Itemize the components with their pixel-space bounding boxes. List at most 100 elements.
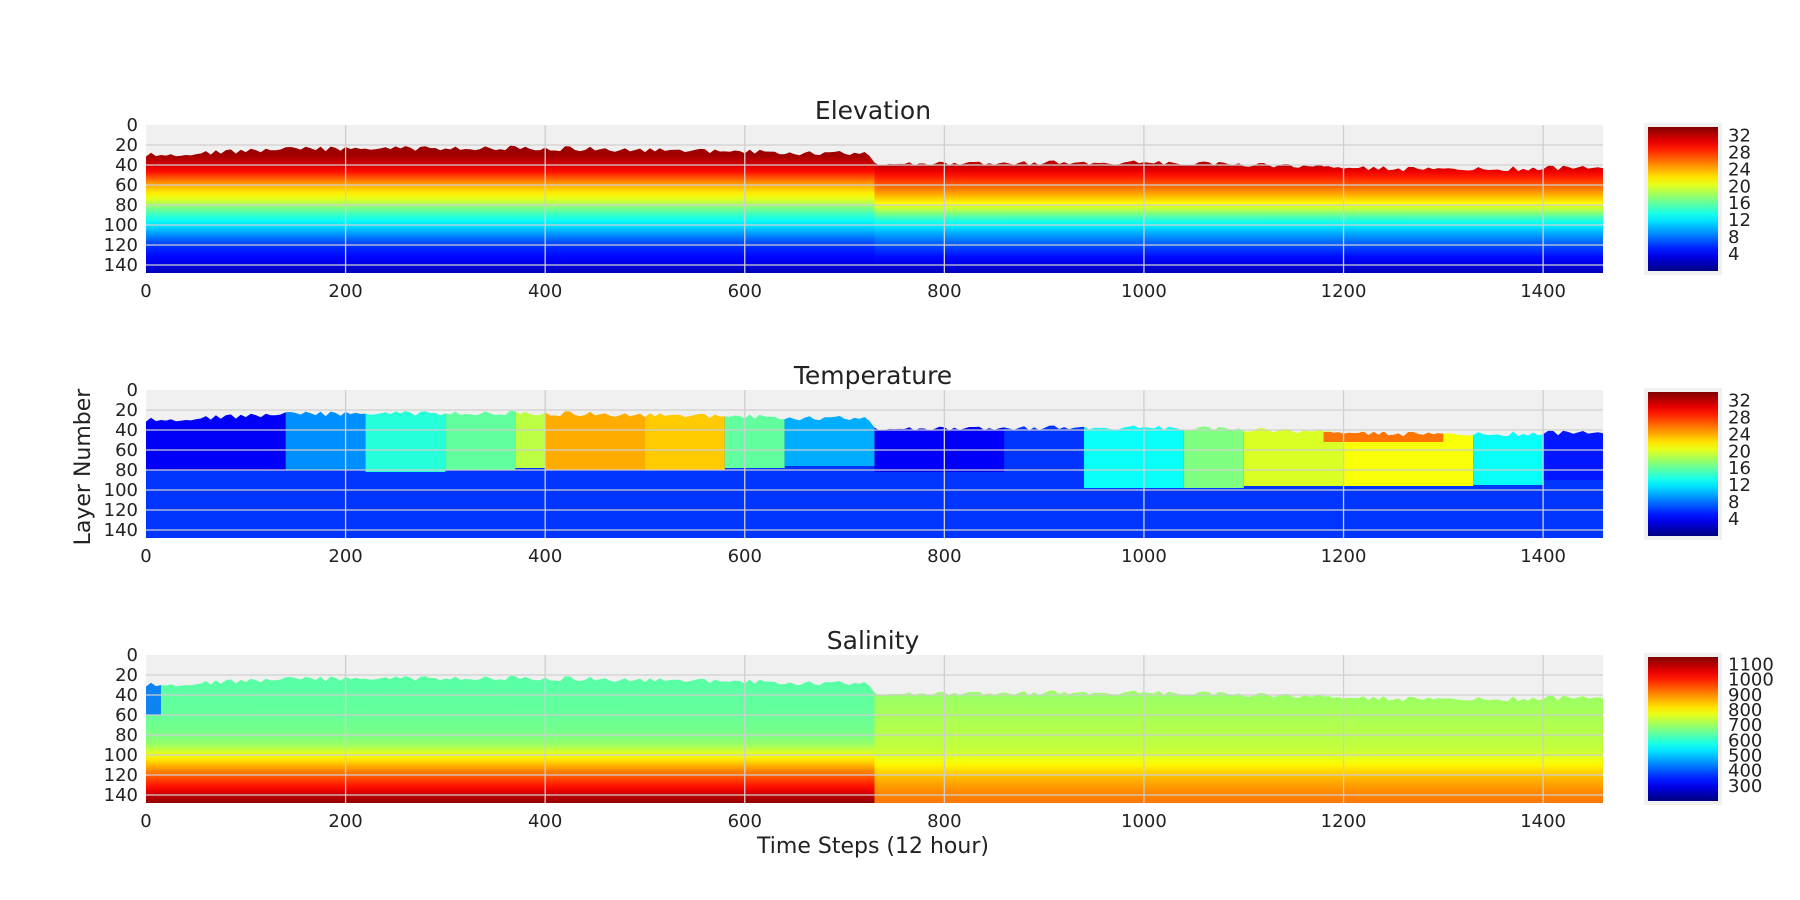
y-tick-label: 100 (104, 480, 138, 501)
x-tick-label: 1400 (1520, 281, 1566, 302)
field-upper-segment (545, 410, 645, 470)
colorbar-tick-label: 28 (1728, 142, 1751, 163)
y-tick-label: 60 (115, 705, 138, 726)
x-tick-label: 800 (927, 546, 961, 567)
salinity-panel: Salinity 0 200 400 600 800 1000 1200 1400 02040… (104, 626, 1774, 832)
elevation-panel: Elevation 0 200 400 600 800 1000 1200 1400 0204… (104, 96, 1751, 302)
field-warm-streak (1323, 432, 1444, 442)
elevation-plot-area (146, 125, 1603, 273)
colorbar-tick-label: 900 (1728, 685, 1762, 706)
x-axis-label: Time Steps (12 hour) (756, 834, 989, 859)
y-tick-label: 140 (104, 520, 138, 541)
y-tick-label: 120 (104, 500, 138, 521)
colorbar-tick-label: 1000 (1728, 670, 1774, 691)
heatmap-field (146, 390, 1603, 538)
x-tick-label: 1400 (1520, 811, 1566, 832)
x-tick-label: 400 (528, 811, 562, 832)
y-tick-label: 60 (115, 440, 138, 461)
colorbar-tick-label: 24 (1728, 424, 1751, 445)
colorbar-tick-label: 12 (1728, 210, 1751, 231)
heatmap-field (146, 655, 1603, 803)
field-upper-segment (644, 410, 725, 470)
y-tick-label: 0 (127, 645, 138, 666)
x-tick-label: 1400 (1520, 546, 1566, 567)
field-upper-segment (515, 410, 546, 468)
y-tick-label: 20 (115, 665, 138, 686)
y-tick-label: 60 (115, 175, 138, 196)
x-tick-label: 200 (328, 546, 362, 567)
x-tick-label: 1200 (1321, 281, 1367, 302)
colorbar-tick-label: 8 (1728, 492, 1739, 513)
temperature-x-ticks: 0 200 400 600 800 1000 1200 1400 (140, 546, 1566, 567)
x-tick-label: 600 (728, 281, 762, 302)
field-upper-segment (724, 410, 785, 468)
y-tick-label: 0 (127, 380, 138, 401)
colorbar-tick-label: 16 (1728, 193, 1751, 214)
colorbar-tick-label: 32 (1728, 390, 1751, 411)
surface-mask (146, 655, 1603, 702)
y-tick-label: 0 (127, 115, 138, 136)
x-tick-label: 200 (328, 281, 362, 302)
field-upper-segment (285, 410, 366, 470)
colorbar-gradient (1648, 392, 1718, 536)
x-tick-label: 0 (140, 811, 151, 832)
y-tick-label: 80 (115, 460, 138, 481)
shared-y-axis-label: Layer Number (71, 388, 96, 546)
field-first-half (146, 675, 875, 803)
x-tick-label: 1000 (1121, 546, 1167, 567)
colorbar-gradient (1648, 657, 1718, 801)
colorbar-tick-label: 600 (1728, 730, 1762, 751)
surface-mask (146, 125, 1603, 172)
heatmap-field (146, 125, 1603, 273)
salinity-x-ticks: 0 200 400 600 800 1000 1200 1400 (140, 811, 1566, 832)
elevation-x-ticks: 0 200 400 600 800 1000 1200 1400 (140, 281, 1566, 302)
x-tick-label: 1200 (1321, 811, 1367, 832)
y-tick-label: 40 (115, 685, 138, 706)
x-tick-label: 400 (528, 281, 562, 302)
x-tick-label: 600 (728, 811, 762, 832)
colorbar-tick-label: 16 (1728, 458, 1751, 479)
y-tick-label: 20 (115, 135, 138, 156)
colorbar-tick-label: 24 (1728, 159, 1751, 180)
x-tick-label: 1200 (1321, 546, 1367, 567)
grid-lines (146, 125, 1603, 273)
grid-lines (146, 390, 1603, 538)
temperature-title: Temperature (793, 361, 952, 390)
colorbar-tick-label: 400 (1728, 761, 1762, 782)
x-tick-label: 0 (140, 546, 151, 567)
y-tick-label: 100 (104, 215, 138, 236)
field-upper-segment (365, 410, 446, 472)
elevation-title: Elevation (815, 96, 931, 125)
colorbar-tick-label: 4 (1728, 244, 1739, 265)
field-upper-segment (146, 410, 286, 470)
salinity-title: Salinity (827, 626, 920, 655)
colorbar-gradient (1648, 127, 1718, 271)
x-tick-label: 800 (927, 281, 961, 302)
y-tick-label: 80 (115, 725, 138, 746)
x-tick-label: 1000 (1121, 281, 1167, 302)
x-tick-label: 800 (927, 811, 961, 832)
colorbar-tick-label: 300 (1728, 776, 1762, 797)
y-tick-label: 140 (104, 255, 138, 276)
x-tick-label: 200 (328, 811, 362, 832)
colorbar-tick-label: 700 (1728, 715, 1762, 736)
colorbar-tick-label: 1100 (1728, 655, 1774, 676)
y-tick-label: 20 (115, 400, 138, 421)
temperature-plot-area (146, 390, 1603, 538)
colorbar-tick-label: 800 (1728, 700, 1762, 721)
colorbar-tick-label: 12 (1728, 475, 1751, 496)
x-tick-label: 600 (728, 546, 762, 567)
grid-lines (146, 655, 1603, 803)
y-tick-label: 140 (104, 785, 138, 806)
x-tick-label: 1000 (1121, 811, 1167, 832)
colorbar-tick-label: 4 (1728, 509, 1739, 530)
y-tick-label: 40 (115, 155, 138, 176)
colorbar-tick-label: 20 (1728, 176, 1751, 197)
